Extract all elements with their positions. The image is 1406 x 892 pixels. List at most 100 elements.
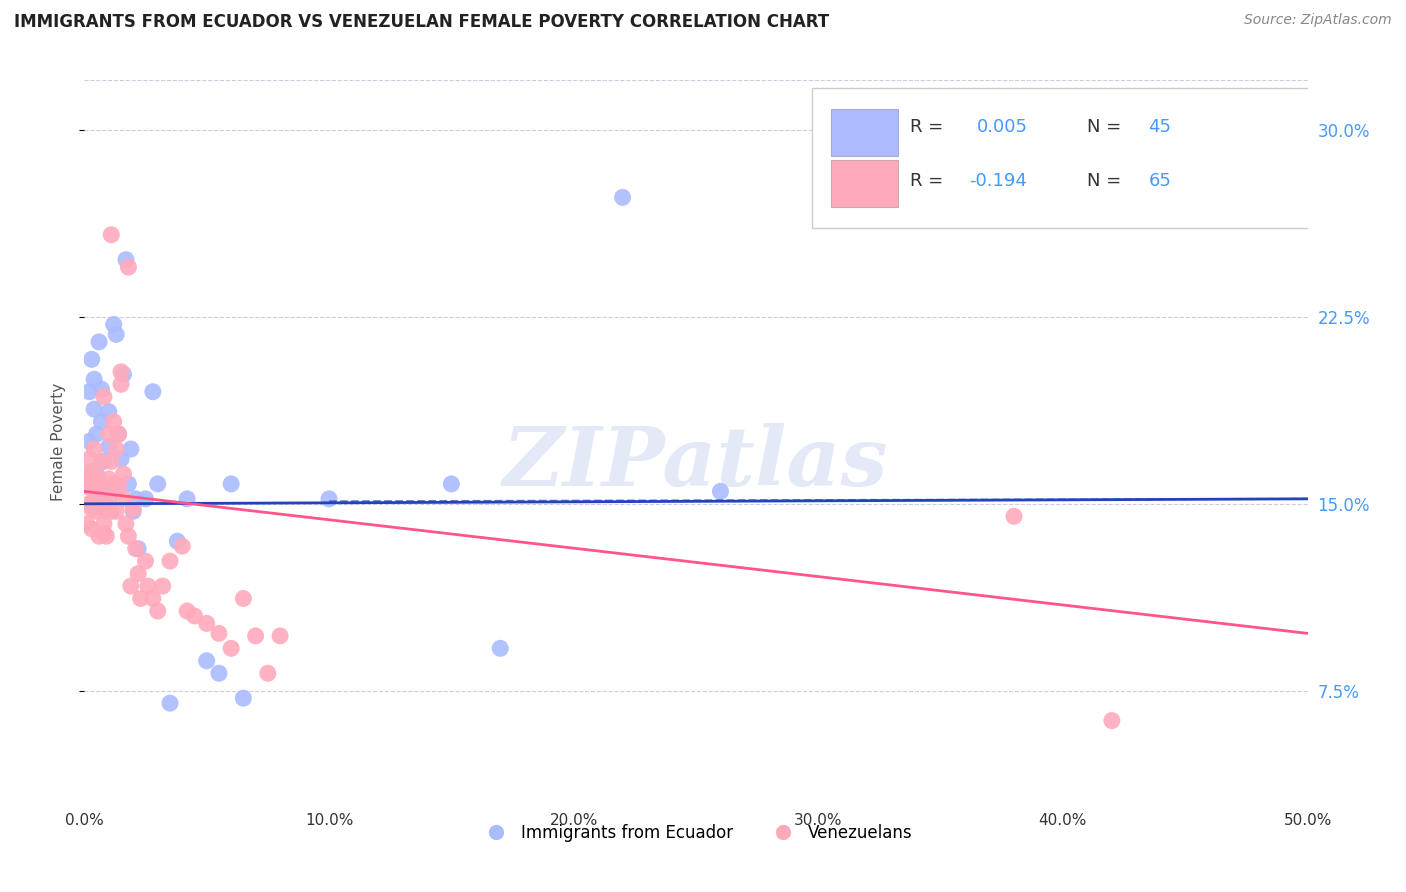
Point xyxy=(110,365,132,379)
Point xyxy=(76,516,98,531)
Text: N =: N = xyxy=(1087,172,1122,190)
Point xyxy=(86,504,108,518)
Point xyxy=(159,554,181,568)
Point xyxy=(83,467,105,481)
Point xyxy=(93,482,115,496)
Text: 45: 45 xyxy=(1149,119,1171,136)
Text: 65: 65 xyxy=(1149,172,1171,190)
Point xyxy=(172,539,194,553)
Point xyxy=(117,476,139,491)
Point xyxy=(105,504,128,518)
Point xyxy=(125,491,148,506)
Point xyxy=(122,501,145,516)
Point xyxy=(195,616,218,631)
Point xyxy=(100,479,122,493)
Point xyxy=(80,465,103,479)
Point xyxy=(117,260,139,274)
Point xyxy=(208,666,231,681)
Point xyxy=(80,467,103,481)
Point xyxy=(90,454,112,468)
Point xyxy=(136,579,159,593)
Text: R =: R = xyxy=(910,172,943,190)
Point xyxy=(100,227,122,242)
Point xyxy=(93,526,115,541)
Point xyxy=(127,541,149,556)
Point xyxy=(176,604,198,618)
Point xyxy=(80,501,103,516)
Point xyxy=(93,516,115,531)
Point xyxy=(100,454,122,468)
Point xyxy=(103,415,125,429)
Text: 0.005: 0.005 xyxy=(977,119,1028,136)
Point xyxy=(93,454,115,468)
Text: IMMIGRANTS FROM ECUADOR VS VENEZUELAN FEMALE POVERTY CORRELATION CHART: IMMIGRANTS FROM ECUADOR VS VENEZUELAN FE… xyxy=(14,13,830,31)
Point xyxy=(87,334,110,349)
Text: -0.194: -0.194 xyxy=(969,172,1026,190)
Point xyxy=(87,484,110,499)
FancyBboxPatch shape xyxy=(813,87,1320,228)
Point xyxy=(117,529,139,543)
Point xyxy=(112,491,135,506)
Point xyxy=(159,696,181,710)
Point xyxy=(77,497,100,511)
Point xyxy=(80,522,103,536)
Point xyxy=(129,591,152,606)
Point xyxy=(135,554,157,568)
Point xyxy=(90,497,112,511)
Point xyxy=(103,476,125,491)
Point xyxy=(115,252,138,267)
Point xyxy=(232,691,254,706)
Point xyxy=(100,504,122,518)
Point xyxy=(96,529,118,543)
Point xyxy=(90,382,112,396)
Point xyxy=(97,472,120,486)
Point xyxy=(269,629,291,643)
Text: Source: ZipAtlas.com: Source: ZipAtlas.com xyxy=(1244,13,1392,28)
Point xyxy=(97,427,120,442)
Point xyxy=(142,384,165,399)
Point xyxy=(709,484,731,499)
Point xyxy=(83,402,105,417)
Point xyxy=(219,476,242,491)
Point xyxy=(77,434,100,449)
Point xyxy=(76,467,98,481)
Text: ZIPatlas: ZIPatlas xyxy=(503,423,889,503)
Legend: Immigrants from Ecuador, Venezuelans: Immigrants from Ecuador, Venezuelans xyxy=(472,817,920,848)
Point xyxy=(146,476,169,491)
Point xyxy=(146,604,169,618)
Point xyxy=(97,404,120,418)
Point xyxy=(219,641,242,656)
Point xyxy=(83,491,105,506)
Point xyxy=(86,467,108,481)
Point xyxy=(232,591,254,606)
Point xyxy=(127,566,149,581)
Point xyxy=(120,579,142,593)
Point xyxy=(112,368,135,382)
Point xyxy=(1002,509,1025,524)
Point xyxy=(86,427,108,442)
Point xyxy=(195,654,218,668)
Point xyxy=(90,415,112,429)
Point xyxy=(83,372,105,386)
Point xyxy=(77,479,100,493)
FancyBboxPatch shape xyxy=(831,160,898,207)
Point xyxy=(245,629,267,643)
Point xyxy=(97,440,120,454)
Point xyxy=(176,491,198,506)
Point xyxy=(87,476,110,491)
Point xyxy=(107,427,129,442)
FancyBboxPatch shape xyxy=(831,109,898,156)
Point xyxy=(125,541,148,556)
Point xyxy=(86,484,108,499)
Point xyxy=(107,427,129,442)
Point xyxy=(112,467,135,481)
Text: N =: N = xyxy=(1087,119,1122,136)
Text: R =: R = xyxy=(910,119,943,136)
Point xyxy=(110,377,132,392)
Point xyxy=(105,327,128,342)
Point xyxy=(97,491,120,506)
Point xyxy=(115,516,138,531)
Point xyxy=(152,579,174,593)
Point xyxy=(77,452,100,467)
Point xyxy=(183,609,205,624)
